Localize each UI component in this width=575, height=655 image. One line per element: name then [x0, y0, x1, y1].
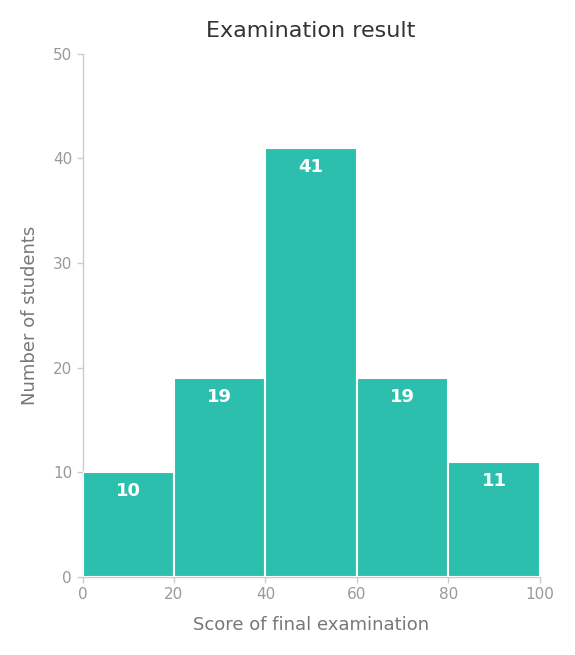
- Bar: [266, 148, 357, 577]
- Text: 19: 19: [207, 388, 232, 406]
- Text: 41: 41: [298, 158, 324, 176]
- Title: Examination result: Examination result: [206, 21, 416, 41]
- Bar: [448, 462, 540, 577]
- Text: 19: 19: [390, 388, 415, 406]
- Text: 11: 11: [481, 472, 507, 489]
- X-axis label: Score of final examination: Score of final examination: [193, 616, 429, 634]
- Y-axis label: Number of students: Number of students: [21, 225, 39, 405]
- Bar: [174, 378, 266, 577]
- Text: 10: 10: [116, 482, 141, 500]
- Bar: [83, 472, 174, 577]
- Bar: [357, 378, 448, 577]
